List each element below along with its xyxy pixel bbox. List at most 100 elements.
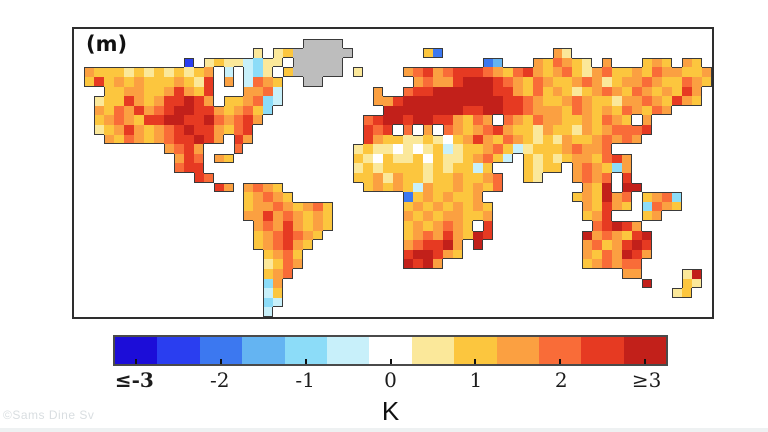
heatmap-cell [103,96,114,106]
heatmap-cell [432,67,443,77]
heatmap-cell [273,259,284,269]
heatmap-cell [462,153,473,164]
heatmap-cell [662,67,673,77]
heatmap-cell [542,57,553,68]
heatmap-cell [183,67,194,77]
heatmap-cell [183,115,194,125]
heatmap-cell-nodata [333,67,344,77]
heatmap-cell [412,211,423,221]
heatmap-cell [472,201,483,212]
heatmap-cell [622,201,633,212]
heatmap-cell [452,153,463,164]
heatmap-cell [163,125,174,135]
heatmap-cell [263,57,274,68]
heatmap-cell [303,230,314,241]
heatmap-cell [572,57,583,68]
heatmap-cell [492,57,503,68]
heatmap-cell [472,173,483,183]
heatmap-cell [353,153,364,164]
heatmap-cell [163,67,174,77]
heatmap-cell [363,125,374,135]
heatmap-cell [552,86,563,97]
heatmap-cell-nodata [313,38,324,49]
heatmap-cell [253,77,264,87]
heatmap-cell [393,105,403,116]
heatmap-cell [632,182,643,193]
heatmap-cell [253,211,264,221]
heatmap-cell [133,134,144,145]
colorbar-tick-labels: ≤-3 -2 -1 0 1 2 ≥3 [113,368,668,395]
heatmap-cell [422,77,433,87]
heatmap-cell [422,67,433,77]
heatmap-cell [592,115,603,125]
heatmap-cell [622,182,633,193]
heatmap-cell [253,240,264,250]
heatmap-cell [253,182,264,193]
heatmap-cell [383,173,393,183]
bottom-strip [0,428,768,432]
heatmap-cell [163,86,174,97]
heatmap-cell [412,249,423,260]
heatmap-cell [163,115,174,125]
heatmap-cell [582,86,593,97]
heatmap-cell [432,192,443,202]
heatmap-cell [143,96,154,106]
heatmap-cell [572,77,583,87]
heatmap-cell [283,249,294,260]
heatmap-cell [193,163,204,173]
heatmap-cell [582,67,593,77]
heatmap-cell [682,86,693,97]
heatmap-cell [263,67,274,77]
heatmap-cell [512,77,523,87]
heatmap-cell [582,211,593,221]
heatmap-cell [592,144,603,154]
heatmap-cell [353,173,364,183]
heatmap-cell [273,48,284,58]
heatmap-cell [113,77,124,87]
colorbar-tick [219,359,222,364]
heatmap-cell [363,134,374,145]
heatmap-cell [402,201,413,212]
heatmap-cell [422,249,433,260]
heatmap-cell [402,192,413,202]
heatmap-cell [572,144,583,154]
heatmap-cell [602,249,613,260]
heatmap-cell [113,105,124,116]
heatmap-cell [602,182,613,193]
heatmap-cell [273,86,284,97]
heatmap-cell [422,240,433,250]
heatmap-cell [462,201,473,212]
heatmap-cell [432,221,443,231]
heatmap-cell [273,269,284,279]
heatmap-cell [143,134,154,145]
heatmap-cell [562,96,573,106]
heatmap-cell-nodata [303,77,314,87]
heatmap-cell [642,201,653,212]
heatmap-cell [582,96,593,106]
heatmap-cell [562,57,573,68]
heatmap-cell [153,134,164,145]
heatmap-cell [123,67,134,77]
heatmap-cell [552,57,563,68]
heatmap-cell [442,211,453,221]
heatmap-cell [273,57,284,68]
heatmap-cell [592,96,603,106]
heatmap-cell [542,77,553,87]
heatmap-cell [692,269,703,279]
heatmap-cell [412,163,423,173]
heatmap-cell [462,144,473,154]
heatmap-cell [263,77,274,87]
heatmap-cell [133,115,144,125]
heatmap-cell [702,77,712,87]
heatmap-cell [522,125,533,135]
heatmap-cell [243,201,254,212]
heatmap-cell [353,144,364,154]
heatmap-cell [412,134,423,145]
heatmap-cell-nodata [323,48,334,58]
heatmap-cell [163,77,174,87]
heatmap-cell [442,192,453,202]
heatmap-cell [472,134,483,145]
heatmap-cell [632,77,643,87]
heatmap-cell [602,173,613,183]
